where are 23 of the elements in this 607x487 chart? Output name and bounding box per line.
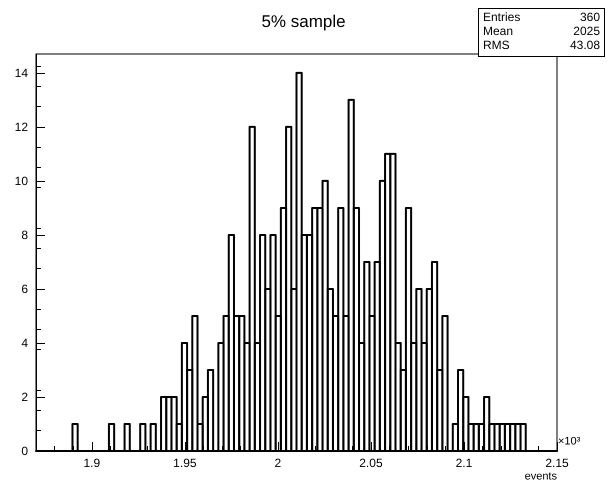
text: Mean — [483, 24, 514, 38]
text: 43.08 — [570, 38, 600, 52]
y-tick-label: 0 — [21, 444, 28, 458]
x-tick-label: 2 — [274, 456, 282, 470]
text: Entries — [483, 10, 520, 24]
y-tick-label: 2 — [21, 390, 28, 404]
y-tick-label: 10 — [14, 174, 28, 188]
x-tick-label: 2.1 — [456, 456, 473, 470]
x-axis-title: events — [524, 470, 558, 482]
y-tick-label: 14 — [14, 66, 28, 80]
chart-title: 5% sample — [261, 12, 346, 31]
y-tick-label: 8 — [21, 228, 28, 242]
text: ×10³ — [558, 436, 581, 448]
y-tick-label: 12 — [14, 120, 28, 134]
text: 2025 — [573, 24, 600, 38]
y-tick-label: 4 — [21, 336, 28, 350]
x-tick-label: 2.05 — [359, 456, 383, 470]
x-tick-label: 1.95 — [173, 456, 197, 470]
x-tick-label: 2.15 — [545, 456, 569, 470]
text: 360 — [580, 10, 600, 24]
x-tick-label: 1.9 — [83, 456, 100, 470]
y-tick-label: 6 — [21, 282, 28, 296]
text: RMS — [483, 38, 510, 52]
